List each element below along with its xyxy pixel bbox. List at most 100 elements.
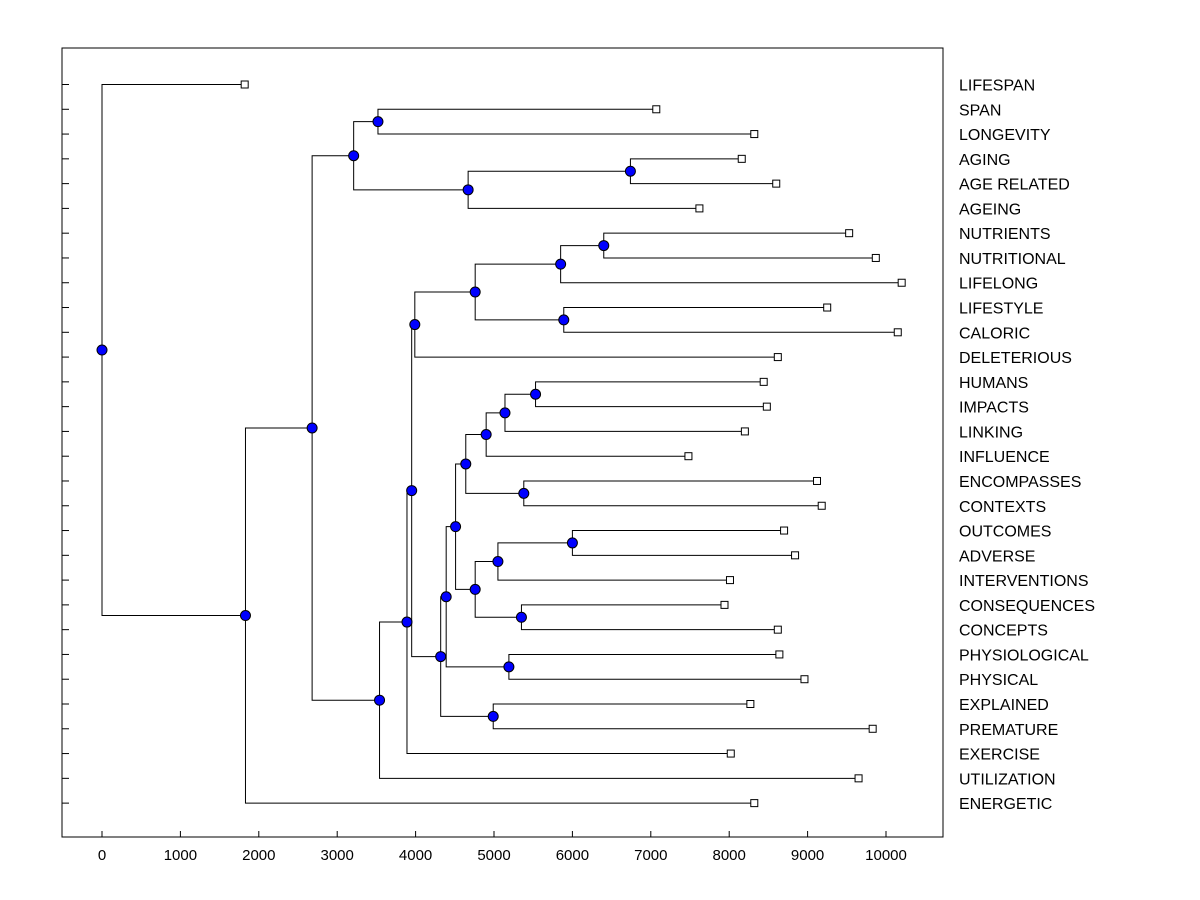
x-tick-label: 6000 [556, 847, 589, 864]
leaf-marker [775, 650, 784, 659]
x-tick-label: 0 [98, 847, 106, 864]
leaf-marker [813, 476, 822, 485]
x-tick-label: 4000 [399, 847, 432, 864]
x-axis: 0 1000 2000 3000 4000 5000 6000 7000 8000 9000 100… [98, 831, 907, 864]
leaf-label: IMPACTS [959, 400, 1029, 417]
leaf-marker [823, 303, 832, 312]
leaf-label: SPAN [959, 102, 1001, 119]
leaf-marker [740, 427, 749, 436]
leaf-marker [897, 278, 906, 287]
leaf-label: OUTCOMES [959, 524, 1051, 541]
merge-node [409, 319, 421, 331]
branch-n33 [571, 530, 796, 556]
branch-n14 [560, 245, 902, 284]
tree-lines [101, 84, 902, 804]
branch-n28 [497, 542, 730, 581]
leaf-label: ADVERSE [959, 548, 1035, 565]
leaf-label: NUTRITIONAL [959, 251, 1066, 268]
leaf-label: EXPLAINED [959, 697, 1049, 714]
branch-n4 [353, 121, 469, 191]
x-tick-label: 1000 [164, 847, 197, 864]
leaf-marker [684, 452, 693, 461]
merge-node [450, 521, 462, 533]
x-tick-label: 5000 [477, 847, 510, 864]
merge-node [558, 314, 570, 326]
leaf-marker [854, 774, 863, 783]
merge-node [406, 485, 418, 497]
x-tick-label: 9000 [791, 847, 824, 864]
leaf-marker [759, 377, 768, 386]
leaf-label: LIFESTYLE [959, 301, 1043, 318]
branch-n30 [535, 381, 767, 408]
leaf-label: AGE RELATED [959, 177, 1070, 194]
branch-n5 [377, 108, 755, 135]
merge-node [239, 610, 251, 622]
leaf-label: CONSEQUENCES [959, 598, 1095, 615]
leaf-label: INTERVENTIONS [959, 573, 1089, 590]
merge-node [440, 591, 452, 603]
branch-n16 [563, 307, 898, 333]
x-tick-label: 7000 [634, 847, 667, 864]
merge-node [469, 286, 481, 298]
leaf-marker [817, 501, 826, 510]
merge-node [518, 487, 530, 499]
merge-node [499, 407, 511, 419]
leaf-label: UTILIZATION [959, 771, 1056, 788]
leaf-label: PREMATURE [959, 722, 1058, 739]
leaf-label: CONTEXTS [959, 499, 1046, 516]
x-tick-label: 8000 [713, 847, 746, 864]
merge-node [492, 556, 504, 568]
leaf-label: CONCEPTS [959, 623, 1048, 640]
merge-node [503, 661, 515, 673]
merge-node [462, 184, 474, 196]
leaf-label: ENCOMPASSES [959, 474, 1081, 491]
leaf-label: CALORIC [959, 325, 1030, 342]
merge-node [555, 258, 567, 270]
leaf-marker [791, 551, 800, 560]
branch-n15 [603, 232, 876, 259]
leaf-label: EXERCISE [959, 747, 1040, 764]
x-tick-label: 2000 [242, 847, 275, 864]
merge-node [372, 116, 384, 128]
branch-n31 [492, 703, 873, 730]
leaf-marker [868, 724, 877, 733]
leaf-label: LINKING [959, 424, 1023, 441]
merge-node [515, 611, 527, 623]
merge-node [480, 429, 492, 441]
plot-frame [61, 47, 944, 838]
leaf-marker [746, 700, 755, 708]
leaf-label: AGEING [959, 201, 1021, 218]
leaf-marker [750, 799, 759, 808]
x-tick-label: 10000 [865, 847, 907, 864]
leaf-label: NUTRIENTS [959, 226, 1051, 243]
leaf-label: HUMANS [959, 375, 1028, 392]
leaf-label: LONGEVITY [959, 127, 1051, 144]
leaf-label: PHYSICAL [959, 672, 1038, 689]
branch-n32 [520, 604, 778, 631]
leaf-label: PHYSIOLOGICAL [959, 647, 1089, 664]
leaf-marker [726, 749, 735, 758]
merge-node [469, 583, 481, 595]
merge-node [487, 710, 499, 722]
branch-n1 [101, 84, 246, 617]
merge-node [530, 388, 542, 400]
leaf-marker [720, 600, 729, 609]
leaf-marker [800, 675, 809, 684]
branch-n29 [508, 653, 805, 680]
leaf-marker [772, 179, 781, 188]
leaf-marker [750, 130, 759, 139]
leaf-marker [652, 105, 661, 114]
leaf-label: ENERGETIC [959, 796, 1052, 813]
leaf-rows: LIFESPAN SPAN LONGEVITY AGING AGE RELATED AGE… [62, 78, 1095, 813]
merge-node [374, 694, 386, 706]
merge-node [435, 651, 447, 663]
leaf-marker [773, 353, 782, 362]
leaf-marker [773, 625, 782, 634]
branch-n20 [440, 596, 494, 717]
merge-node [624, 165, 636, 177]
merge-node [306, 422, 318, 434]
leaf-marker [725, 576, 734, 585]
branch-n2 [244, 427, 755, 804]
leaf-marker [762, 402, 771, 411]
